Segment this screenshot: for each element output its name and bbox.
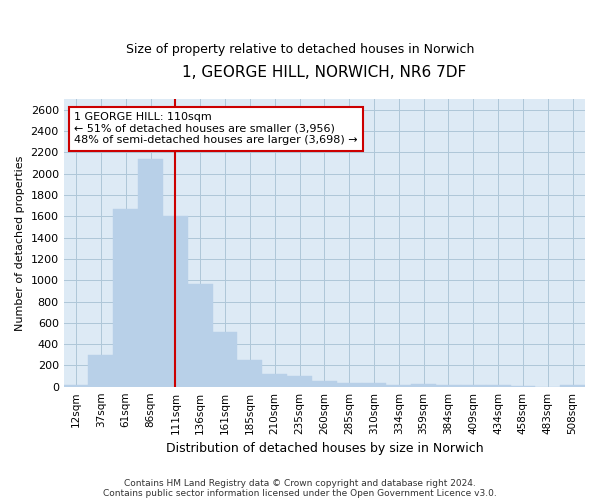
Bar	[461, 384, 485, 386]
Bar	[362, 384, 386, 386]
Y-axis label: Number of detached properties: Number of detached properties	[15, 156, 25, 330]
Bar	[560, 384, 585, 386]
Bar	[287, 376, 312, 386]
Bar	[386, 384, 411, 386]
Bar	[113, 209, 138, 386]
Text: 1 GEORGE HILL: 110sqm
← 51% of detached houses are smaller (3,956)
48% of semi-d: 1 GEORGE HILL: 110sqm ← 51% of detached …	[74, 112, 358, 146]
Bar	[337, 383, 362, 386]
Bar	[411, 384, 436, 386]
Bar	[312, 382, 337, 386]
Bar	[88, 356, 113, 386]
Bar	[163, 216, 188, 386]
Text: Size of property relative to detached houses in Norwich: Size of property relative to detached ho…	[126, 42, 474, 56]
Title: 1, GEORGE HILL, NORWICH, NR6 7DF: 1, GEORGE HILL, NORWICH, NR6 7DF	[182, 65, 466, 80]
Bar	[485, 385, 511, 386]
Bar	[436, 384, 461, 386]
Bar	[262, 374, 287, 386]
X-axis label: Distribution of detached houses by size in Norwich: Distribution of detached houses by size …	[166, 442, 483, 455]
Bar	[138, 159, 163, 386]
Text: Contains HM Land Registry data © Crown copyright and database right 2024.: Contains HM Land Registry data © Crown c…	[124, 478, 476, 488]
Bar	[238, 360, 262, 386]
Bar	[64, 384, 88, 386]
Bar	[212, 332, 238, 386]
Text: Contains public sector information licensed under the Open Government Licence v3: Contains public sector information licen…	[103, 488, 497, 498]
Bar	[188, 284, 212, 386]
